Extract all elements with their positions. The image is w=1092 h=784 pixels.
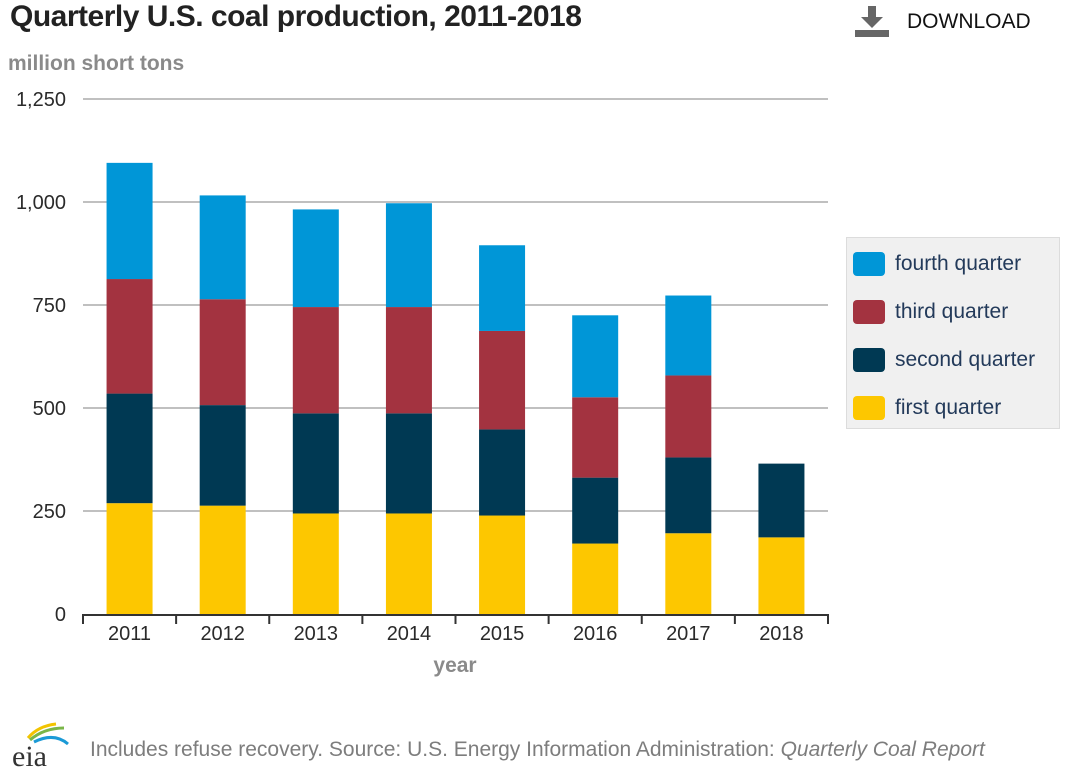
chart-title: Quarterly U.S. coal production, 2011-201… bbox=[10, 0, 582, 33]
legend: fourth quarter third quarter second quarte… bbox=[846, 237, 1060, 429]
footer: eia Includes refuse recovery. Source: U.… bbox=[0, 722, 1092, 784]
bar-2013-first-quarter[interactable] bbox=[292, 513, 339, 614]
x-tick-label: 2012 bbox=[200, 623, 245, 645]
legend-swatch bbox=[853, 252, 885, 276]
bar-2017-fourth-quarter[interactable] bbox=[665, 295, 712, 376]
bar-2011-second-quarter[interactable] bbox=[106, 393, 153, 504]
footnote-text: Includes refuse recovery. Source: U.S. E… bbox=[90, 738, 781, 761]
x-axis-title: year bbox=[433, 654, 476, 677]
y-tick-label: 1,000 bbox=[16, 192, 66, 214]
svg-text:eia: eia bbox=[12, 740, 47, 772]
legend-item-third-quarter[interactable]: third quarter bbox=[853, 300, 1008, 324]
download-button[interactable]: DOWNLOAD bbox=[855, 6, 1031, 38]
x-tick-label: 2013 bbox=[294, 623, 339, 645]
legend-item-first-quarter[interactable]: first quarter bbox=[853, 396, 1001, 420]
x-tick-label: 2015 bbox=[480, 623, 525, 645]
bar-2016-second-quarter[interactable] bbox=[572, 477, 619, 544]
legend-swatch bbox=[853, 348, 885, 372]
x-tick-label: 2016 bbox=[573, 623, 618, 645]
bar-2018-first-quarter[interactable] bbox=[758, 537, 805, 614]
bar-2017-second-quarter[interactable] bbox=[665, 457, 712, 534]
y-tick-labels: 0 250 500 750 1,000 1,250 bbox=[16, 89, 66, 626]
bar-2012-third-quarter[interactable] bbox=[199, 299, 246, 406]
legend-swatch bbox=[853, 396, 885, 420]
download-icon bbox=[855, 6, 889, 37]
bar-2018-second-quarter[interactable] bbox=[758, 463, 805, 538]
bar-2014-first-quarter[interactable] bbox=[385, 513, 432, 614]
legend-label: first quarter bbox=[895, 396, 1002, 419]
x-tick-label: 2017 bbox=[666, 623, 711, 645]
bar-2014-second-quarter[interactable] bbox=[385, 413, 432, 514]
bar-2011-fourth-quarter[interactable] bbox=[106, 162, 153, 280]
bar-2017-third-quarter[interactable] bbox=[665, 375, 712, 458]
bar-2013-second-quarter[interactable] bbox=[292, 413, 339, 514]
bars bbox=[106, 162, 805, 614]
x-axis: 2011 2012 2013 2014 2015 2016 2017 2018 bbox=[82, 614, 829, 645]
source-title: Quarterly Coal Report bbox=[780, 738, 985, 761]
bar-2017-first-quarter[interactable] bbox=[665, 533, 712, 614]
gridlines bbox=[83, 98, 828, 512]
bar-2011-third-quarter[interactable] bbox=[106, 279, 153, 394]
bar-2016-third-quarter[interactable] bbox=[572, 397, 619, 478]
bar-2016-first-quarter[interactable] bbox=[572, 543, 619, 614]
footnote: Includes refuse recovery. Source: U.S. E… bbox=[90, 738, 985, 762]
x-tick-label: 2011 bbox=[108, 623, 151, 645]
legend-swatch bbox=[853, 300, 885, 324]
bar-2012-fourth-quarter[interactable] bbox=[199, 195, 246, 300]
legend-label: second quarter bbox=[895, 348, 1036, 371]
bar-2012-second-quarter[interactable] bbox=[199, 405, 246, 506]
y-axis-title: million short tons bbox=[8, 52, 185, 75]
bar-2013-third-quarter[interactable] bbox=[292, 307, 339, 414]
y-tick-label: 500 bbox=[33, 398, 66, 420]
legend-item-second-quarter[interactable]: second quarter bbox=[853, 348, 1035, 372]
y-tick-label: 0 bbox=[55, 604, 66, 626]
y-tick-label: 250 bbox=[33, 501, 66, 523]
legend-label: third quarter bbox=[895, 300, 1009, 323]
bar-2015-fourth-quarter[interactable] bbox=[479, 245, 526, 331]
eia-logo: eia bbox=[12, 722, 69, 772]
x-tick-label: 2018 bbox=[759, 623, 804, 645]
y-tick-label: 750 bbox=[33, 295, 66, 317]
bar-2012-first-quarter[interactable] bbox=[199, 505, 246, 614]
bar-2016-fourth-quarter[interactable] bbox=[572, 315, 619, 398]
bar-2015-second-quarter[interactable] bbox=[479, 429, 526, 516]
y-tick-label: 1,250 bbox=[16, 89, 66, 111]
download-label: DOWNLOAD bbox=[907, 10, 1031, 33]
legend-item-fourth-quarter[interactable]: fourth quarter bbox=[853, 252, 1021, 276]
bar-2015-first-quarter[interactable] bbox=[479, 515, 526, 614]
bar-2015-third-quarter[interactable] bbox=[479, 330, 526, 430]
x-tick-label: 2014 bbox=[387, 623, 432, 645]
bar-2013-fourth-quarter[interactable] bbox=[292, 209, 339, 308]
bar-2011-first-quarter[interactable] bbox=[106, 503, 153, 614]
legend-label: fourth quarter bbox=[895, 252, 1022, 275]
bar-2014-third-quarter[interactable] bbox=[385, 307, 432, 414]
bar-2014-fourth-quarter[interactable] bbox=[385, 203, 432, 308]
